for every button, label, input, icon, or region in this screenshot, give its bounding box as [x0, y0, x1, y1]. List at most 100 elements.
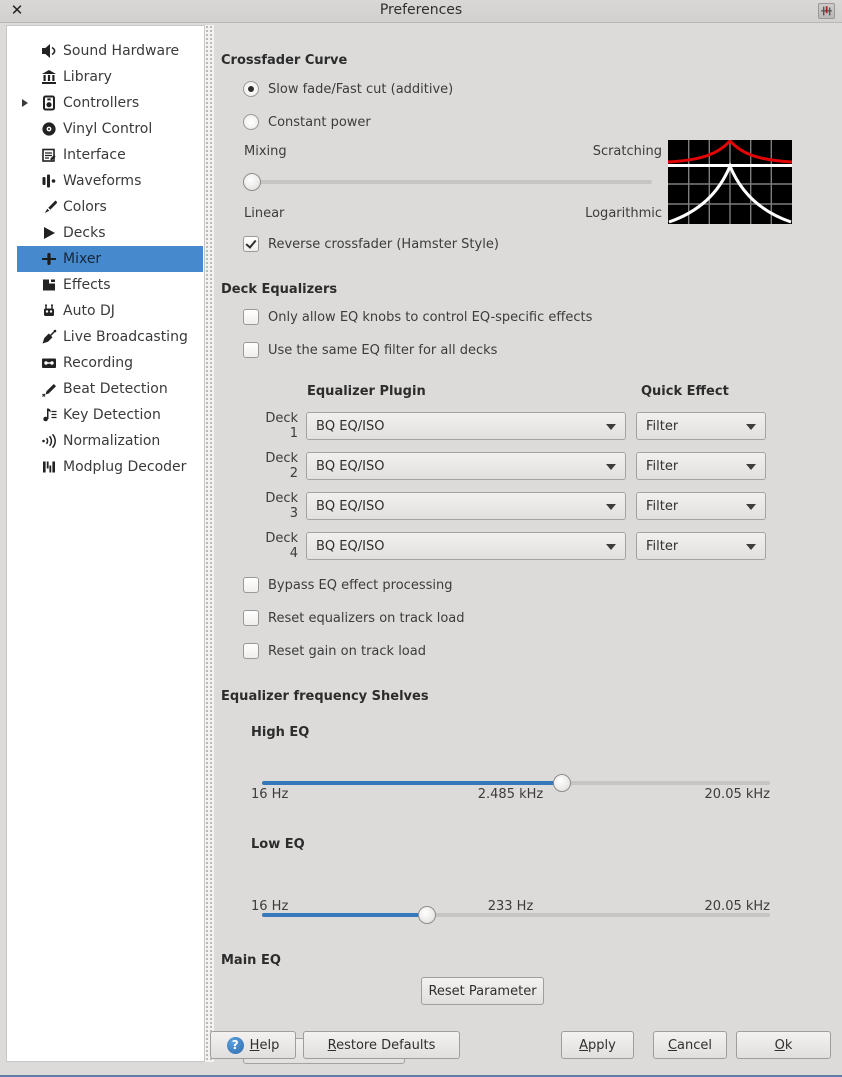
- sidebar-item-decks[interactable]: Decks: [17, 220, 203, 246]
- quick-effect-column-header: Quick Effect: [641, 384, 729, 399]
- sidebar-item-label: Library: [63, 69, 112, 85]
- checkbox-box[interactable]: [243, 610, 259, 626]
- preferences-sidebar: Sound Hardware Library Controllers Vinyl…: [6, 25, 205, 1062]
- restore-defaults-button[interactable]: Restore Defaults: [303, 1031, 460, 1059]
- vinyl-icon: [41, 121, 57, 137]
- chevron-down-icon: [606, 424, 616, 430]
- radio-slow-fade[interactable]: Slow fade/Fast cut (additive): [243, 81, 453, 97]
- deck-row: Deck 2 BQ EQ/ISO Filter: [253, 451, 766, 481]
- slider-handle[interactable]: [552, 774, 571, 792]
- low-eq-min: 16 Hz: [251, 899, 289, 914]
- sidebar-item-label: Interface: [63, 147, 126, 163]
- sidebar-item-normalization[interactable]: Normalization: [17, 428, 203, 454]
- quick-effect-dropdown[interactable]: Filter: [636, 532, 766, 560]
- chevron-down-icon: [746, 424, 756, 430]
- checkbox-box[interactable]: [243, 342, 259, 358]
- sidebar-item-beat-detection[interactable]: Beat Detection: [17, 376, 203, 402]
- equalizer-plugin-dropdown[interactable]: BQ EQ/ISO: [306, 492, 626, 520]
- deck-row: Deck 1 BQ EQ/ISO Filter: [253, 411, 766, 441]
- sidebar-item-controllers[interactable]: Controllers: [17, 90, 203, 116]
- high-eq-slider[interactable]: [262, 773, 770, 793]
- equalizer-plugin-dropdown[interactable]: BQ EQ/ISO: [306, 532, 626, 560]
- sidebar-item-label: Decks: [63, 225, 106, 241]
- equalizer-plugin-dropdown[interactable]: BQ EQ/ISO: [306, 412, 626, 440]
- same-eq-filter-checkbox[interactable]: Use the same EQ filter for all decks: [243, 342, 497, 358]
- sidebar-item-key-detection[interactable]: Key Detection: [17, 402, 203, 428]
- deck-row: Deck 3 BQ EQ/ISO Filter: [253, 491, 766, 521]
- close-icon[interactable]: ✕: [10, 1, 24, 19]
- checkbox-box[interactable]: [243, 643, 259, 659]
- only-eq-knobs-checkbox[interactable]: Only allow EQ knobs to control EQ-specif…: [243, 309, 592, 325]
- quick-effect-dropdown[interactable]: Filter: [636, 412, 766, 440]
- waveform-icon: [41, 173, 57, 189]
- deck-label: Deck 2: [265, 451, 298, 481]
- sidebar-item-colors[interactable]: Colors: [17, 194, 203, 220]
- bypass-eq-checkbox[interactable]: Bypass EQ effect processing: [243, 577, 452, 593]
- deck-equalizers-heading: Deck Equalizers: [221, 282, 338, 297]
- ok-button[interactable]: Ok: [736, 1031, 831, 1059]
- scratching-label: Scratching: [592, 144, 662, 159]
- crossfader-curve-slider[interactable]: [243, 172, 652, 192]
- checkbox-box[interactable]: [243, 577, 259, 593]
- app-icon[interactable]: [818, 3, 835, 19]
- mixer-icon: [41, 251, 57, 267]
- reset-equalizers-checkbox[interactable]: Reset equalizers on track load: [243, 610, 465, 626]
- mixing-curve: [668, 162, 792, 224]
- sidebar-item-label: Live Broadcasting: [63, 329, 188, 345]
- library-icon: [41, 69, 57, 85]
- deck-label: Deck 4: [265, 531, 298, 561]
- sidebar-item-sound-hardware[interactable]: Sound Hardware: [17, 38, 203, 64]
- sidebar-item-recording[interactable]: Recording: [17, 350, 203, 376]
- sidebar-item-label: Key Detection: [63, 407, 161, 423]
- low-eq-scale: 16 Hz 233 Hz 20.05 kHz: [251, 899, 770, 914]
- help-button[interactable]: ? Help: [210, 1031, 296, 1059]
- radio-constant-power[interactable]: Constant power: [243, 114, 371, 130]
- reverse-crossfader-checkbox[interactable]: Reverse crossfader (Hamster Style): [243, 236, 499, 252]
- titlebar: ✕ Preferences: [0, 0, 842, 23]
- sidebar-item-label: Effects: [63, 277, 111, 293]
- low-eq-slider[interactable]: [262, 905, 770, 925]
- equalizer-plugin-dropdown[interactable]: BQ EQ/ISO: [306, 452, 626, 480]
- mixing-label: Mixing: [244, 144, 287, 159]
- radio-button[interactable]: [243, 114, 259, 130]
- sidebar-item-label: Normalization: [63, 433, 161, 449]
- quick-effect-dropdown[interactable]: Filter: [636, 492, 766, 520]
- sidebar-item-mixer[interactable]: Mixer: [17, 246, 203, 272]
- chevron-down-icon: [606, 544, 616, 550]
- radio-button[interactable]: [243, 81, 259, 97]
- sidebar-item-modplug-decoder[interactable]: Modplug Decoder: [17, 454, 203, 480]
- low-eq-label: Low EQ: [251, 837, 305, 852]
- sidebar-item-waveforms[interactable]: Waveforms: [17, 168, 203, 194]
- sidebar-item-effects[interactable]: Effects: [17, 272, 203, 298]
- dropdown-value: BQ EQ/ISO: [316, 498, 385, 514]
- sidebar-item-vinyl-control[interactable]: Vinyl Control: [17, 116, 203, 142]
- checkbox-box[interactable]: [243, 236, 259, 252]
- sidebar-item-live-broadcasting[interactable]: Live Broadcasting: [17, 324, 203, 350]
- sidebar-item-auto-dj[interactable]: Auto DJ: [17, 298, 203, 324]
- slider-handle[interactable]: [418, 906, 437, 924]
- sidebar-splitter[interactable]: [205, 25, 214, 1062]
- deck-eq-table: Deck 1 BQ EQ/ISO Filter Deck 2 BQ EQ/ISO…: [253, 411, 766, 571]
- high-eq-max: 20.05 kHz: [704, 787, 770, 802]
- reset-parameter-button[interactable]: Reset Parameter: [421, 977, 544, 1005]
- sidebar-item-library[interactable]: Library: [17, 64, 203, 90]
- scratching-curve: [668, 140, 792, 164]
- speaker-icon: [41, 43, 57, 59]
- sidebar-item-interface[interactable]: Interface: [17, 142, 203, 168]
- high-eq-min: 16 Hz: [251, 787, 289, 802]
- quick-effect-dropdown[interactable]: Filter: [636, 452, 766, 480]
- checkbox-box[interactable]: [243, 309, 259, 325]
- chevron-down-icon: [606, 504, 616, 510]
- eq-frequency-shelves-heading: Equalizer frequency Shelves: [221, 689, 429, 704]
- apply-button[interactable]: Apply: [561, 1031, 634, 1059]
- sidebar-item-label: Vinyl Control: [63, 121, 153, 137]
- main-eq-heading: Main EQ: [221, 953, 281, 968]
- satellite-icon: [41, 329, 57, 345]
- slider-handle[interactable]: [243, 173, 262, 191]
- cancel-button[interactable]: Cancel: [653, 1031, 727, 1059]
- high-eq-scale: 16 Hz 2.485 kHz 20.05 kHz: [251, 787, 770, 802]
- sidebar-item-label: Recording: [63, 355, 134, 371]
- pencil-icon: [41, 381, 57, 397]
- expander-arrow-icon[interactable]: [17, 99, 33, 107]
- reset-gain-checkbox[interactable]: Reset gain on track load: [243, 643, 426, 659]
